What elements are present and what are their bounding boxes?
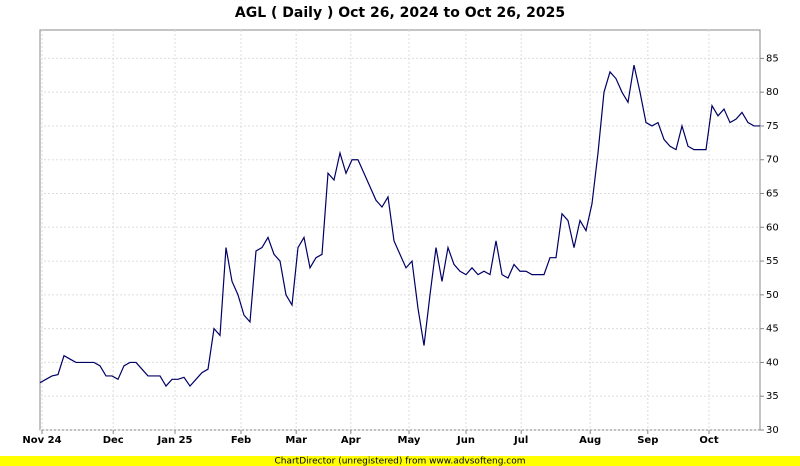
- x-tick-label: Jul: [513, 435, 528, 446]
- y-tick-label: 65: [766, 189, 779, 200]
- y-tick-label: 35: [766, 391, 779, 402]
- y-tick-label: 50: [766, 290, 779, 301]
- x-tick-label: Feb: [231, 435, 251, 446]
- x-tick-label: Nov 24: [22, 435, 61, 446]
- footer-bar: [0, 456, 800, 466]
- y-tick-label: 30: [766, 425, 779, 436]
- y-tick-label: 70: [766, 155, 779, 166]
- y-tick-label: 80: [766, 87, 779, 98]
- x-tick-label: Oct: [699, 435, 718, 446]
- y-tick-label: 55: [766, 256, 779, 267]
- x-tick-label: Sep: [637, 435, 658, 446]
- x-tick-label: Mar: [285, 435, 307, 446]
- x-tick-label: Dec: [103, 435, 124, 446]
- chart-title: AGL ( Daily ) Oct 26, 2024 to Oct 26, 20…: [235, 5, 565, 21]
- y-tick-label: 45: [766, 324, 779, 335]
- x-tick-label: May: [398, 435, 421, 446]
- plot-area: [39, 29, 761, 431]
- x-tick-label: Jan 25: [157, 435, 193, 446]
- y-tick-label: 85: [766, 53, 779, 64]
- x-tick-label: Jun: [456, 435, 475, 446]
- x-tick-label: Apr: [341, 435, 361, 446]
- price-line: [39, 65, 760, 388]
- y-tick-label: 60: [766, 222, 779, 233]
- y-tick-label: 40: [766, 357, 779, 368]
- footer: ChartDirector (unregistered) from www.ad…: [274, 457, 525, 466]
- y-tick-label: 75: [766, 121, 779, 132]
- x-tick-label: Aug: [579, 435, 601, 446]
